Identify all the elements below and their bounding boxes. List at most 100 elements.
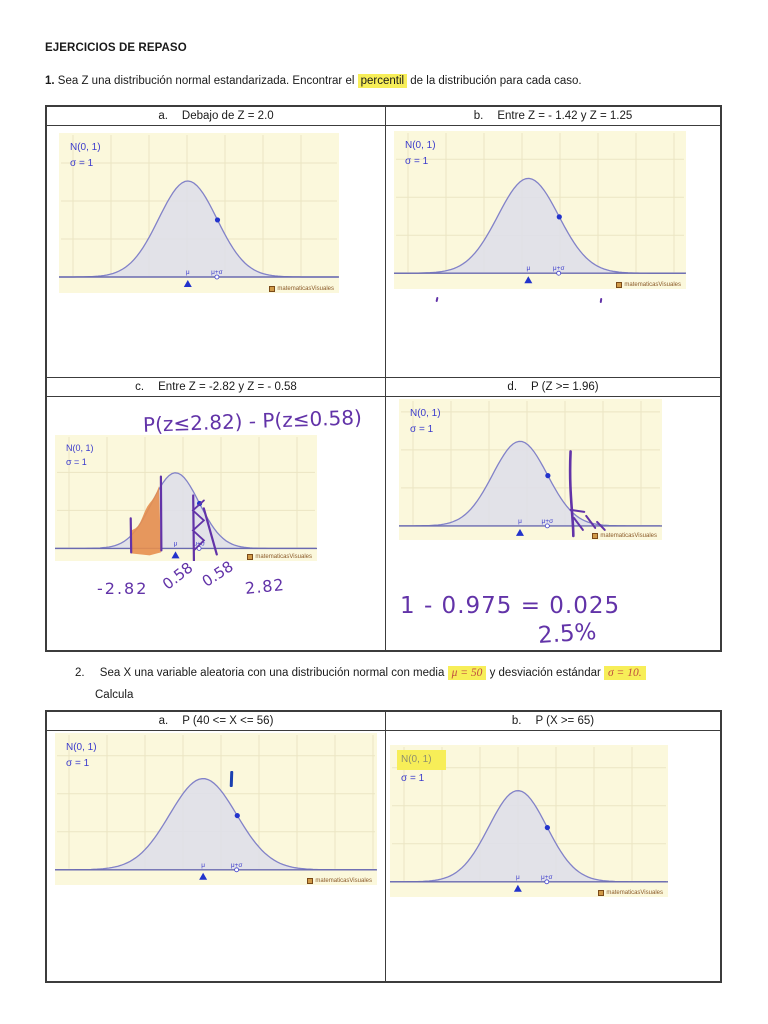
- cell-d-content: μ μ+σ N(0, 1) σ = 1 matematicasVisuales 1…: [386, 397, 720, 650]
- chart-distribution-label: N(0, 1) σ = 1: [410, 406, 441, 437]
- cell-b-title: Entre Z = - 1.42 y Z = 1.25: [497, 110, 633, 122]
- mu-marker: [515, 528, 524, 536]
- mu-plus-sigma-axis-label: μ+σ: [193, 540, 205, 547]
- inflection-point-dot: [544, 824, 550, 831]
- exercise-1-statement: 1. Sea Z una distribución normal estanda…: [45, 74, 582, 88]
- table1-header-row-1: a. Debajo de Z = 2.0 b. Entre Z = - 1.42…: [47, 107, 720, 126]
- handwritten-formula: P(z≤2.82) - P(z≤0.58): [142, 405, 363, 437]
- cell-d-title: P (Z >= 1.96): [531, 381, 599, 393]
- normal-dist-label: N(0, 1): [66, 742, 97, 753]
- chart-distribution-label: N(0, 1) σ = 1: [66, 740, 97, 771]
- cell-b-content: μ μ+σ N(0, 1) σ = 1 matematicasVisuales: [386, 126, 720, 378]
- normal-curve-svg: μ μ+σ: [390, 745, 668, 897]
- sigma-label: σ = 1: [70, 157, 94, 169]
- watermark: matematicasVisuales: [247, 554, 312, 560]
- watermark: matematicasVisuales: [307, 878, 372, 884]
- mu-axis-label: μ: [186, 269, 190, 276]
- normal-dist-label: N(0, 1): [410, 408, 441, 419]
- curve-fill: [59, 181, 339, 277]
- inflection-point-dot: [214, 217, 221, 223]
- watermark: matematicasVisuales: [616, 282, 681, 288]
- mu-marker: [171, 551, 180, 559]
- normal-distribution-chart-2a: μ μ+σ N(0, 1) σ = 1 matematicasVisuales: [55, 733, 377, 885]
- cell-d-label: d.: [507, 381, 518, 393]
- exercise-2-text-mid: y desviación estándar: [489, 667, 601, 679]
- sigma-label: σ = 1: [410, 423, 434, 435]
- mu-axis-label: μ: [174, 540, 178, 547]
- exercise-2-table: a. P (40 <= X <= 56) b. P (X >= 65) μ μ+σ…: [45, 710, 722, 983]
- chart-distribution-label: N(0, 1) σ = 1: [405, 138, 436, 169]
- exercise-2-statement: 2. Sea X una variable aleatoria con una …: [75, 666, 646, 680]
- sigma-label: σ = 1: [66, 456, 87, 467]
- mu-axis-label: μ: [518, 518, 522, 525]
- grid-lines: [61, 135, 337, 276]
- table1-content-row-1: μ μ+σ N(0, 1) σ = 1 matematicasVisuales μ…: [47, 126, 720, 378]
- normal-curve-svg: μ μ+σ: [394, 131, 686, 289]
- mu-axis-label: μ: [526, 265, 530, 272]
- watermark-icon: [269, 286, 276, 292]
- chart-distribution-label: N(0, 1) σ = 1: [397, 750, 446, 786]
- exercise-1-number: 1.: [45, 75, 55, 87]
- table2-content-row: μ μ+σ N(0, 1) σ = 1 matematicasVisuales μ…: [47, 731, 720, 981]
- normal-dist-label: N(0, 1): [66, 443, 94, 453]
- cell-b-label: b.: [473, 110, 484, 122]
- sigma-label: σ = 1: [401, 772, 425, 784]
- orange-shaded-region: [130, 486, 161, 556]
- normal-distribution-chart-a: μ μ+σ N(0, 1) σ = 1 matematicasVisuales: [59, 133, 339, 293]
- curve-fill: [390, 790, 668, 882]
- inflection-point-dot: [234, 812, 240, 819]
- inflection-point-dot: [545, 473, 551, 479]
- watermark-icon: [307, 878, 314, 884]
- cell-2a-content: μ μ+σ N(0, 1) σ = 1 matematicasVisuales: [47, 731, 386, 981]
- mu-marker: [183, 280, 192, 287]
- mu-plus-sigma-axis-label: μ+σ: [211, 269, 223, 276]
- watermark-icon: [616, 282, 623, 288]
- handwritten-axis-label: 0.58: [158, 558, 197, 594]
- exercise-1-text-pre: Sea Z una distribución normal estandariz…: [57, 75, 355, 87]
- curve-fill: [399, 441, 662, 526]
- cell-c-header: c. Entre Z = -2.82 y Z = - 0.58: [47, 378, 386, 397]
- purple-pen-annotations: [568, 450, 606, 538]
- chart-distribution-label: N(0, 1) σ = 1: [70, 140, 101, 171]
- mu-plus-sigma-marker: [544, 523, 550, 529]
- curve-fill: [55, 778, 377, 870]
- mu-marker: [524, 276, 533, 284]
- purple-pen-annotations: [129, 475, 218, 561]
- normal-dist-label: N(0, 1): [70, 142, 101, 153]
- cell-c-label: c.: [135, 381, 145, 393]
- mu-plus-sigma-axis-label: μ+σ: [231, 862, 243, 869]
- mu-plus-sigma-axis-label: μ+σ: [542, 518, 554, 525]
- inflection-point-dot: [556, 214, 562, 220]
- table1-content-row-2: P(z≤2.82) - P(z≤0.58) μ μ+σ N(0, 1) σ = 1…: [47, 397, 720, 650]
- normal-dist-label-highlighted: N(0, 1): [397, 750, 446, 770]
- normal-distribution-chart-b: μ μ+σ N(0, 1) σ = 1 matematicasVisuales: [394, 131, 686, 289]
- mu-plus-sigma-axis-label: μ+σ: [541, 874, 553, 881]
- cell-2a-header: a. P (40 <= X <= 56): [47, 712, 386, 731]
- watermark-icon: [247, 554, 254, 560]
- cell-a-header: a. Debajo de Z = 2.0: [47, 107, 386, 126]
- watermark-icon: [592, 533, 599, 539]
- normal-distribution-chart-c: μ μ+σ N(0, 1) σ = 1 matematicasVisuales: [55, 435, 317, 561]
- curve-fill: [394, 178, 686, 274]
- watermark: matematicasVisuales: [598, 890, 663, 896]
- cell-2a-title: P (40 <= X <= 56): [182, 715, 274, 727]
- mu-axis-label: μ: [516, 874, 520, 881]
- exercise-2-text-pre: Sea X una variable aleatoria con una dis…: [99, 667, 445, 679]
- table1-header-row-2: c. Entre Z = -2.82 y Z = - 0.58 d. P (Z …: [47, 378, 720, 397]
- exercise-2-number: 2.: [75, 667, 85, 679]
- normal-curve-svg: μ μ+σ: [59, 133, 339, 293]
- cell-c-title: Entre Z = -2.82 y Z = - 0.58: [158, 381, 297, 393]
- cell-d-header: d. P (Z >= 1.96): [386, 378, 720, 397]
- mu-plus-sigma-axis-label: μ+σ: [553, 265, 565, 272]
- handwritten-axis-label: -2.82: [97, 579, 149, 598]
- handwritten-result-line2: 2.5%: [537, 618, 598, 650]
- pencil-tick-mark: [599, 297, 603, 304]
- chart-distribution-label: N(0, 1) σ = 1: [66, 442, 94, 470]
- mu-marker: [199, 872, 208, 880]
- cell-a-label: a.: [158, 110, 168, 122]
- cell-2a-label: a.: [158, 715, 169, 727]
- exercise-2-line2: Calcula: [95, 689, 134, 701]
- mu-plus-sigma-marker: [556, 270, 562, 276]
- cell-a-content: μ μ+σ N(0, 1) σ = 1 matematicasVisuales: [47, 126, 386, 378]
- cell-2b-title: P (X >= 65): [535, 715, 595, 727]
